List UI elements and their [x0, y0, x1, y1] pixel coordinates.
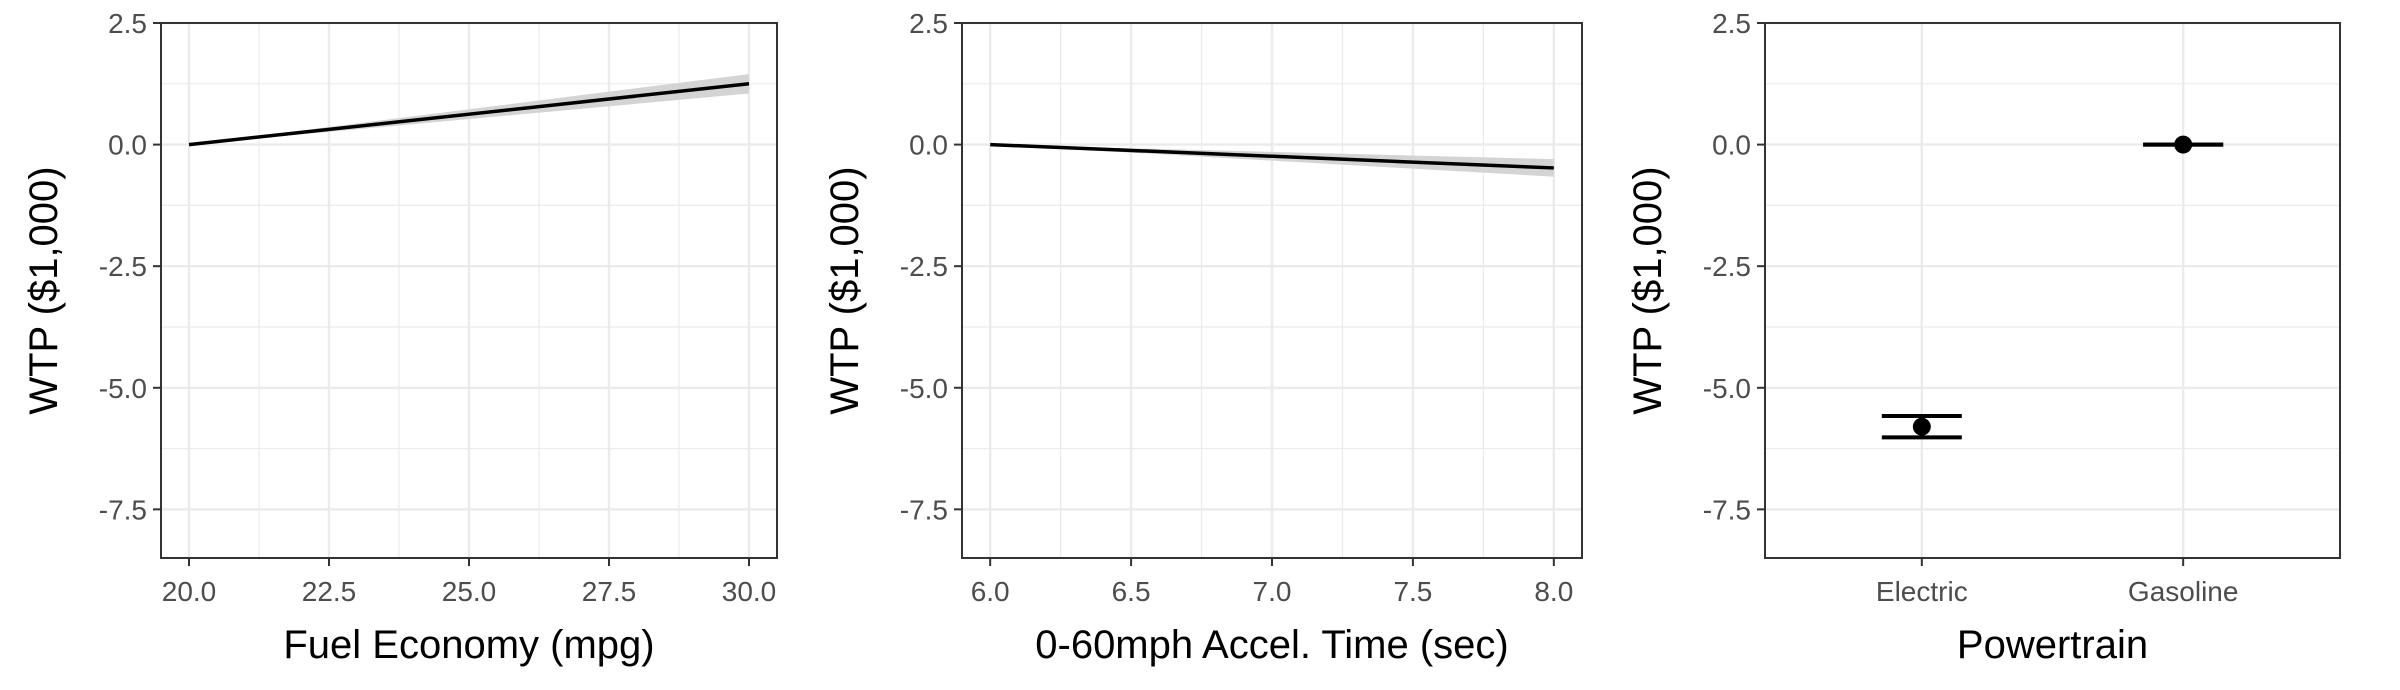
x-tick-label: Gasoline	[2128, 576, 2239, 607]
y-tick-label: 0.0	[1712, 130, 1751, 161]
x-tick-label: 20.0	[162, 576, 217, 607]
y-axis-title: WTP ($1,000)	[1626, 166, 1670, 414]
x-tick-label: 6.0	[971, 576, 1010, 607]
chart-panel-2: 2.5 0.0 -2.5 -5.0 -7.5 6.0 6.5 7.0 7.5 8.0 0-60mph…	[823, 8, 1583, 667]
y-tick-label: 2.5	[909, 8, 948, 39]
y-tick-label: -5.0	[1703, 373, 1751, 404]
y-tick-label: -5.0	[900, 373, 948, 404]
confidence-band	[990, 144, 1554, 177]
y-tick-label: 2.5	[1712, 8, 1751, 39]
x-axis-title: Powertrain	[1957, 623, 2148, 667]
chart-panel-1: 2.5 0.0 -2.5 -5.0 -7.5 20.0 22.5 25.0 27.5 30.0 Fu…	[22, 8, 778, 667]
y-tick-label: -7.5	[900, 494, 948, 525]
x-tick-label: 7.5	[1393, 576, 1432, 607]
x-tick-label: 7.0	[1253, 576, 1292, 607]
y-tick-label: -5.0	[99, 373, 147, 404]
panel-border	[1764, 22, 2341, 559]
x-tick-label: Electric	[1876, 576, 1968, 607]
y-tick-label: -7.5	[99, 494, 147, 525]
y-tick-label: -7.5	[1703, 494, 1751, 525]
x-tick-label: 30.0	[722, 576, 777, 607]
x-tick-label: 22.5	[302, 576, 357, 607]
x-tick-label: 25.0	[442, 576, 497, 607]
panel-border	[160, 22, 778, 559]
panel-border	[961, 22, 1583, 559]
chart-panel-3: 2.5 0.0 -2.5 -5.0 -7.5 Electric Gasoline Powert…	[1626, 8, 2341, 667]
data-point	[2174, 135, 2193, 154]
series-line	[990, 142, 1554, 170]
y-axis-title: WTP ($1,000)	[22, 166, 66, 414]
data-point	[1912, 417, 1931, 436]
x-axis-title: Fuel Economy (mpg)	[283, 623, 654, 667]
x-tick-label: 6.5	[1112, 576, 1151, 607]
x-tick-label: 8.0	[1534, 576, 1573, 607]
y-axis-title: WTP ($1,000)	[823, 166, 867, 414]
x-axis-title: 0-60mph Accel. Time (sec)	[1035, 623, 1509, 667]
y-tick-label: -2.5	[1703, 251, 1751, 282]
y-tick-label: 0.0	[909, 130, 948, 161]
y-tick-label: -2.5	[900, 251, 948, 282]
series-line	[188, 82, 750, 147]
confidence-band	[189, 74, 749, 145]
y-tick-label: -2.5	[99, 251, 147, 282]
y-tick-label: 2.5	[108, 8, 147, 39]
x-tick-label: 27.5	[582, 576, 637, 607]
y-tick-label: 0.0	[108, 130, 147, 161]
